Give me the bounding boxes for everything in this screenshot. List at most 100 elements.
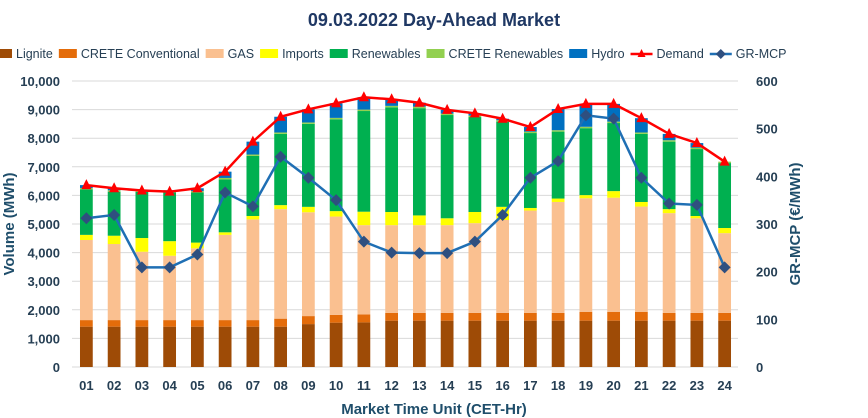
bar-gas	[440, 225, 454, 313]
y-tick-label: 5,000	[27, 217, 60, 232]
gr-mcp-point	[718, 261, 731, 274]
bar-imports	[634, 201, 648, 207]
bar-imports	[690, 215, 704, 219]
bar-renewables	[163, 192, 177, 242]
bar-imports	[329, 211, 343, 217]
gr-mcp-point	[524, 171, 537, 184]
gr-mcp-point	[607, 112, 620, 125]
bar-lignite	[662, 320, 676, 367]
bar-imports	[190, 242, 204, 249]
bar-crete-conventional	[218, 320, 232, 327]
bar-crete-conventional	[274, 318, 288, 327]
bar-renewables	[634, 133, 648, 202]
demand-point	[164, 185, 175, 196]
bar-imports	[301, 206, 315, 213]
x-tick-label: 03	[135, 378, 149, 393]
x-tick-label: 15	[468, 378, 482, 393]
gr-mcp-point	[663, 197, 676, 210]
x-axis-label: Market Time Unit (CET-Hr)	[341, 401, 527, 418]
gr-mcp-point	[108, 208, 121, 221]
legend-label: Renewables	[352, 47, 421, 61]
y2-tick-label: 500	[756, 122, 778, 137]
bar-gas	[107, 244, 121, 321]
x-tick-label: 01	[79, 378, 93, 393]
bar-imports	[607, 191, 621, 198]
demand-point	[136, 184, 147, 195]
demand-point	[220, 165, 231, 176]
bar-lignite	[440, 320, 454, 367]
demand-point	[414, 96, 425, 107]
x-tick-label: 13	[412, 378, 426, 393]
bar-renewables	[579, 128, 593, 196]
triangle-icon	[637, 49, 646, 57]
legend-swatch	[329, 49, 348, 58]
bar-crete-conventional	[107, 320, 121, 327]
x-tick-label: 18	[551, 378, 565, 393]
legend-label: GAS	[228, 47, 254, 61]
demand-point	[719, 155, 730, 166]
demand-point	[608, 97, 619, 108]
y-tick-label: 0	[53, 360, 60, 375]
bar-lignite	[246, 326, 260, 367]
bar-crete-conventional	[329, 314, 343, 323]
bar-crete-conventional	[440, 312, 454, 321]
bar-crete-conventional	[190, 320, 204, 327]
bar-renewables	[385, 107, 399, 212]
bar-crete-conventional	[523, 312, 537, 321]
bar-gas	[579, 198, 593, 312]
x-tick-label: 11	[357, 378, 371, 393]
bar-imports	[79, 234, 93, 241]
demand-point	[358, 91, 369, 102]
gr-mcp-point	[191, 248, 204, 261]
y2-axis-label: GR-MCP (€/MWh)	[787, 162, 804, 285]
demand-point	[442, 103, 453, 114]
demand-point	[109, 182, 120, 193]
bar-crete-conventional	[496, 312, 510, 321]
demand-point	[691, 137, 702, 148]
bar-lignite	[274, 326, 288, 367]
bar-lignite	[607, 320, 621, 367]
bar-lignite	[135, 326, 149, 367]
bar-crete-conventional	[135, 320, 149, 327]
legend-label: GR-MCP	[736, 47, 787, 61]
gr-mcp-point	[274, 150, 287, 163]
gr-mcp-point	[496, 208, 509, 221]
bar-imports	[468, 211, 482, 224]
bar-gas	[301, 212, 315, 317]
y-axis-ticks: 0 1,000 2,000 3,000 4,000 5,000 6,000 7,000 8,00…	[20, 74, 60, 375]
bar-renewables	[412, 108, 426, 216]
bar-imports	[135, 238, 149, 252]
demand-point	[386, 93, 397, 104]
gr-mcp-point	[635, 171, 648, 184]
y2-axis-ticks: 0 100 200 300 400 500 600	[756, 74, 778, 375]
bar-renewables	[718, 163, 732, 229]
y-tick-label: 9,000	[27, 103, 60, 118]
bar-crete-conventional	[634, 311, 648, 321]
gr-mcp-point	[413, 247, 426, 260]
bar-crete-renewables	[551, 130, 565, 132]
y2-tick-label: 200	[756, 265, 778, 280]
bar-renewables	[468, 117, 482, 212]
bar-crete-renewables	[218, 177, 232, 180]
bar-renewables	[523, 133, 537, 208]
bar-crete-renewables	[523, 131, 537, 134]
x-tick-label: 20	[606, 378, 620, 393]
bar-gas	[274, 209, 288, 319]
y2-tick-label: 600	[756, 74, 778, 89]
bar-gas	[523, 210, 537, 313]
bar-renewables	[79, 189, 93, 235]
bar-lignite	[579, 320, 593, 367]
demand-point	[303, 103, 314, 114]
x-tick-label: 21	[634, 378, 648, 393]
x-tick-label: 19	[579, 378, 593, 393]
demand-point	[275, 110, 286, 121]
bar-gas	[385, 225, 399, 313]
y-axis-label: Volume (MWh)	[1, 172, 18, 275]
bar-gas	[329, 216, 343, 315]
bar-crete-renewables	[246, 154, 260, 156]
bar-imports	[246, 215, 260, 220]
bar-lignite	[496, 320, 510, 367]
bar-gas	[690, 218, 704, 313]
legend-label: Demand	[657, 47, 704, 61]
